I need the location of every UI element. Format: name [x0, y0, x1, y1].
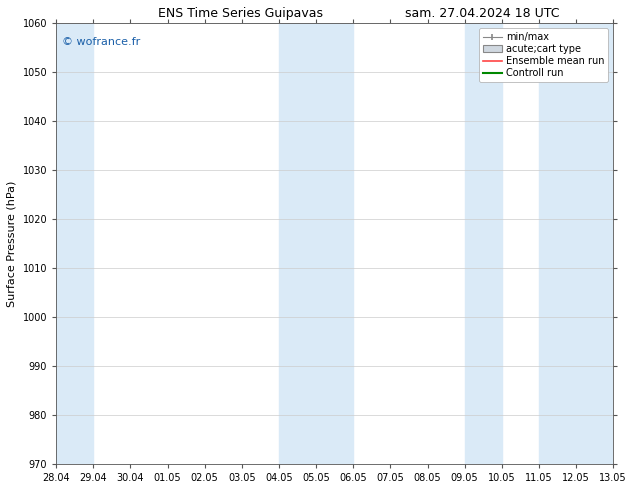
Text: sam. 27.04.2024 18 UTC: sam. 27.04.2024 18 UTC — [404, 7, 559, 21]
Legend: min/max, acute;cart type, Ensemble mean run, Controll run: min/max, acute;cart type, Ensemble mean … — [479, 28, 609, 82]
Text: © wofrance.fr: © wofrance.fr — [61, 37, 140, 47]
Bar — [465, 24, 502, 464]
Bar — [56, 24, 93, 464]
Bar — [539, 24, 613, 464]
Y-axis label: Surface Pressure (hPa): Surface Pressure (hPa) — [7, 180, 17, 307]
Bar — [279, 24, 353, 464]
Text: ENS Time Series Guipavas: ENS Time Series Guipavas — [158, 7, 323, 21]
